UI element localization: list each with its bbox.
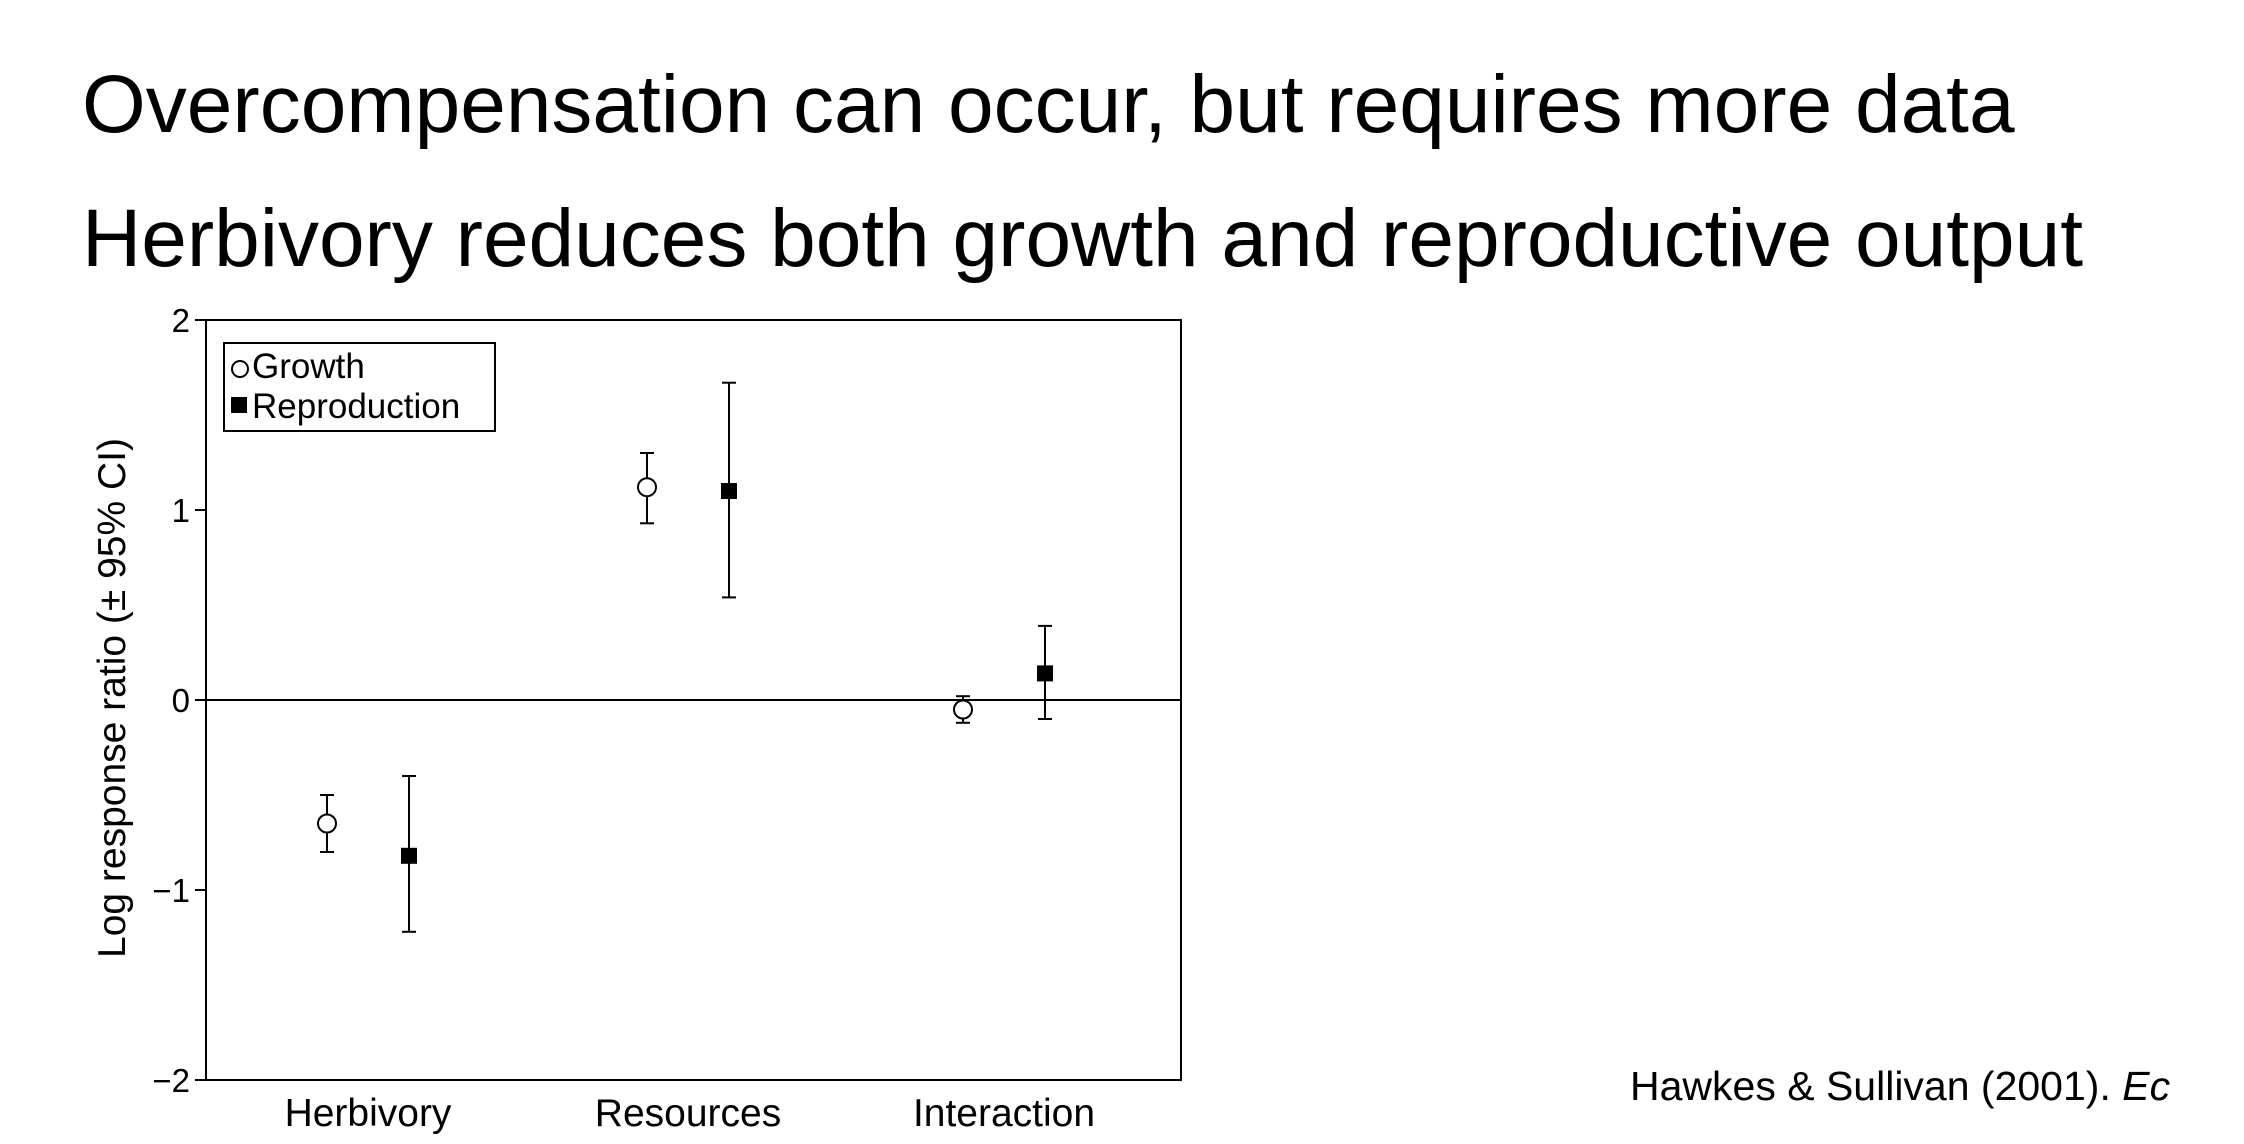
x-tick-label: Herbivory — [285, 1092, 452, 1135]
growth-point-interaction — [953, 699, 973, 720]
slide-heading-overcompensation: Overcompensation can occur, but requires… — [82, 59, 2015, 150]
citation-journal: Ec — [2122, 1063, 2171, 1109]
y-tick-label: 2 — [172, 302, 190, 339]
y-tick-label: −1 — [152, 872, 190, 909]
data-marks — [317, 381, 1053, 933]
x-tick-label: Resources — [595, 1092, 781, 1135]
y-tick-label: 1 — [172, 492, 190, 529]
y-axis-label: Log response ratio (± 95% CI) — [91, 438, 134, 958]
growth-point-resources — [637, 477, 657, 498]
reproduction-point-interaction — [1037, 665, 1053, 682]
legend-growth-symbol — [231, 360, 249, 378]
y-axis: 2 1 0 −1 −2 — [152, 302, 206, 1099]
y-tick-label: −2 — [152, 1062, 190, 1099]
legend-reproduction-symbol — [231, 397, 247, 413]
y-tick-label: 0 — [172, 682, 190, 719]
x-axis: Herbivory Resources Interaction — [285, 1092, 1095, 1135]
citation: Hawkes & Sullivan (2001). Ec — [1630, 1066, 2170, 1107]
legend-box — [223, 342, 496, 432]
slide-heading-herbivory: Herbivory reduces both growth and reprod… — [82, 193, 2084, 284]
reproduction-point-resources — [721, 483, 737, 499]
plot-frame — [205, 319, 1182, 1081]
x-tick-label: Interaction — [913, 1092, 1095, 1135]
legend-growth-label: Growth — [252, 347, 365, 386]
legend-reproduction-label: Reproduction — [252, 387, 460, 426]
growth-point-herbivory — [317, 813, 337, 834]
reproduction-point-herbivory — [401, 847, 417, 864]
citation-authors: Hawkes & Sullivan (2001). — [1630, 1063, 2123, 1109]
